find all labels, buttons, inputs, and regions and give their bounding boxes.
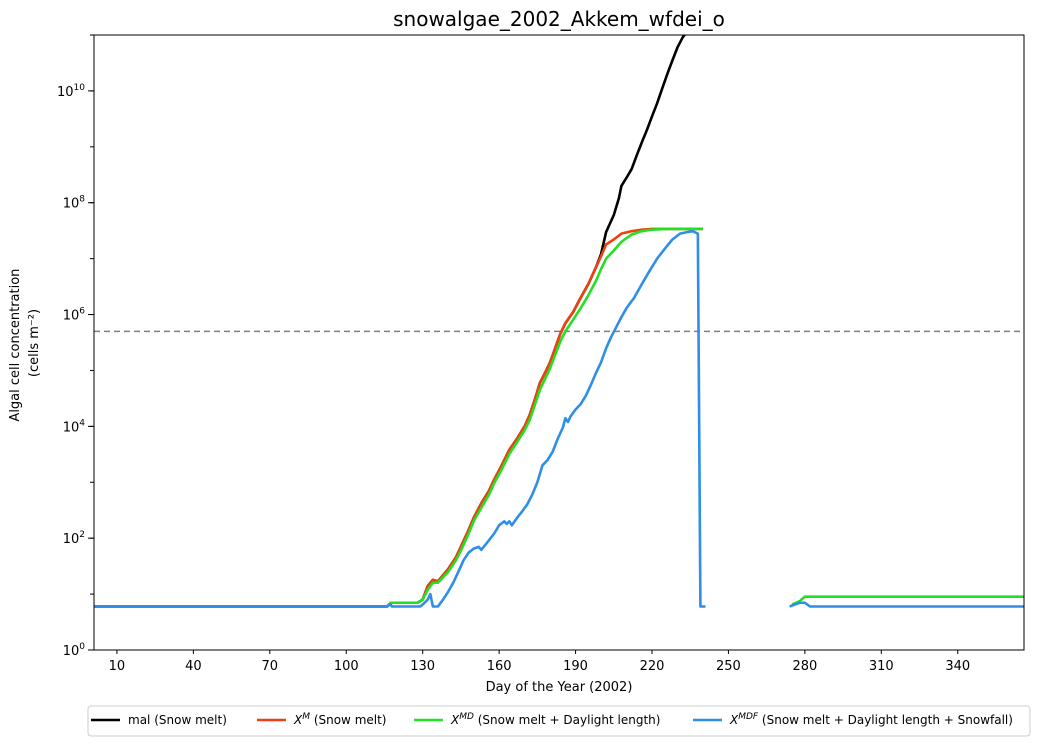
legend-frame	[87, 705, 1031, 737]
series-line-4-segment-1	[94, 229, 706, 608]
x-tick-label: 10	[109, 659, 126, 674]
y-axis-label-line1: Algal cell concentration	[8, 269, 23, 422]
x-tick-label: 130	[410, 659, 435, 674]
y-axis-label-line2: (cells m⁻²)	[27, 309, 42, 377]
y-axis-label: Algal cell concentration (cells m⁻²)	[8, 264, 42, 421]
legend: mal (Snow melt) XM (Snow melt) XMD (Snow m…	[87, 705, 1031, 737]
y-tick-label: 106	[63, 307, 86, 324]
y-tick-label: 100	[63, 642, 86, 659]
x-tick-label: 310	[869, 659, 894, 674]
legend-label-2: XM (Snow melt)	[293, 712, 386, 727]
chart-title: snowalgae_2002_Akkem_wfdei_o	[393, 7, 725, 31]
x-axis: 10 40 70 100 130 160 190 220 250 280 310 340	[109, 650, 970, 674]
x-tick-label: 70	[262, 659, 279, 674]
x-tick-label: 340	[945, 659, 970, 674]
series-line-2-segment-1	[389, 227, 703, 605]
x-tick-label: 280	[792, 659, 817, 674]
y-tick-label: 1010	[57, 83, 85, 100]
x-tick-label: 160	[487, 659, 512, 674]
x-tick-label: 220	[640, 659, 665, 674]
series-line-3-segment-2	[791, 595, 1024, 606]
y-tick-label: 108	[63, 195, 86, 212]
y-tick-label: 102	[63, 530, 85, 547]
x-tick-label: 40	[185, 659, 202, 674]
series-line-4-segment-2	[789, 601, 1024, 608]
plot-area	[94, 35, 1024, 608]
legend-label-3: XMD (Snow melt + Daylight length)	[450, 712, 660, 727]
x-tick-label: 250	[716, 659, 741, 674]
legend-label-1: mal (Snow melt)	[128, 713, 227, 727]
x-tick-label: 100	[334, 659, 359, 674]
series-line-3-segment-1	[389, 227, 703, 605]
y-axis: 100 102 104 106 108 1010	[57, 34, 94, 659]
x-tick-label: 190	[563, 659, 588, 674]
x-axis-label: Day of the Year (2002)	[486, 680, 633, 695]
y-tick-label: 104	[63, 418, 86, 435]
legend-label-4: XMDF (Snow melt + Daylight length + Snow…	[729, 712, 1013, 727]
plot-frame	[93, 34, 1025, 651]
